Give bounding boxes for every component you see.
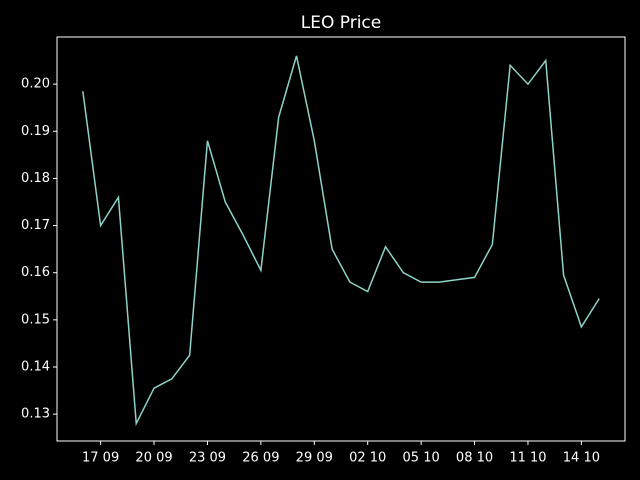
x-tick-label: 17 09	[82, 451, 119, 466]
y-tick-label: 0.13	[21, 407, 50, 422]
y-tick-label: 0.17	[21, 218, 50, 233]
x-tick-label: 11 10	[509, 451, 546, 466]
price-line	[82, 55, 600, 427]
x-tick-label: 20 09	[135, 451, 172, 466]
y-tick-label: 0.14	[21, 359, 50, 374]
x-tick-label: 26 09	[242, 451, 279, 466]
y-tick-label: 0.19	[21, 124, 50, 139]
y-tick-label: 0.20	[21, 77, 50, 92]
axes-frame	[56, 36, 626, 442]
chart-title: LEO Price	[301, 13, 381, 33]
x-tick-label: 05 10	[403, 451, 440, 466]
x-tick-label: 02 10	[349, 451, 386, 466]
y-tick-label: 0.18	[21, 171, 50, 186]
x-tick-label: 08 10	[456, 451, 493, 466]
x-tick-label: 14 10	[563, 451, 600, 466]
x-tick-label: 23 09	[189, 451, 226, 466]
y-tick-label: 0.16	[21, 265, 50, 280]
y-tick-label: 0.15	[21, 312, 50, 327]
x-tick-label: 29 09	[296, 451, 333, 466]
